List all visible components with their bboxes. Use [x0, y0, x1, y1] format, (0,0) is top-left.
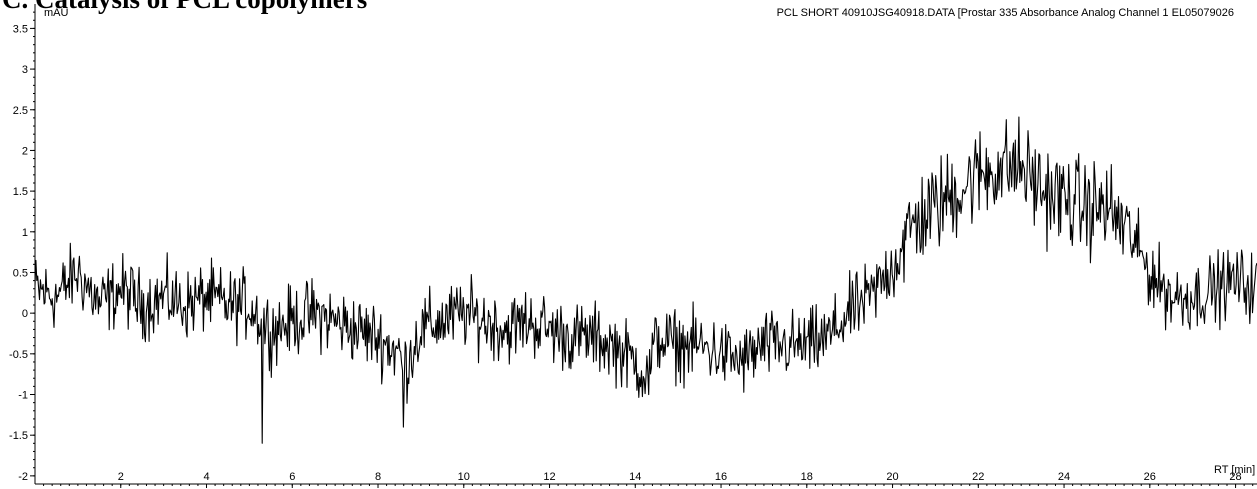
x-tick-label: 12 [543, 471, 555, 483]
x-tick-label: 14 [629, 471, 641, 483]
y-tick-label: 2 [22, 145, 28, 157]
x-tick-label: 6 [289, 471, 295, 483]
x-tick-label: 22 [972, 471, 984, 483]
plot-area [34, 116, 1257, 444]
x-tick-label: 20 [886, 471, 898, 483]
x-tick-label: 18 [801, 471, 813, 483]
y-tick-label: 1.5 [13, 186, 28, 198]
x-tick-label: 28 [1229, 471, 1241, 483]
x-tick-label: 24 [1058, 471, 1070, 483]
x-tick-label: 26 [1144, 471, 1156, 483]
x-tick-label: 16 [715, 471, 727, 483]
y-tick-label: -1.5 [9, 430, 28, 442]
y-tick-label: 0 [22, 308, 28, 320]
y-tick-label: -2 [18, 471, 28, 483]
page-heading: C. Catalysis of PCL copolymers [2, 0, 367, 15]
absorbance-trace [34, 116, 1257, 444]
x-axis-label: RT [min] [1214, 464, 1255, 476]
x-tick-label: 10 [458, 471, 470, 483]
y-tick-label: 3.5 [13, 23, 28, 35]
y-tick-label: 2.5 [13, 105, 28, 117]
x-tick-label: 8 [375, 471, 381, 483]
y-tick-label: 1 [22, 227, 28, 239]
chart-title: PCL SHORT 40910JSG40918.DATA [Prostar 33… [777, 7, 1234, 19]
y-ticks: -2 -1.5 -1 -0.5 0 0.5 1 1.5 2 2.5 3 3.5 [9, 11, 35, 483]
y-tick-label: -0.5 [9, 349, 28, 361]
axes [34, 4, 1257, 485]
y-tick-label: 0.5 [13, 267, 28, 279]
y-axis-label: mAU [44, 7, 69, 19]
y-tick-label: -1 [18, 390, 28, 402]
x-tick-label: 4 [203, 471, 209, 483]
x-tick-label: 2 [118, 471, 124, 483]
y-tick-label: 3 [22, 64, 28, 76]
x-ticks: 2 4 6 8 10 12 14 16 18 20 22 24 26 28 [43, 471, 1254, 488]
